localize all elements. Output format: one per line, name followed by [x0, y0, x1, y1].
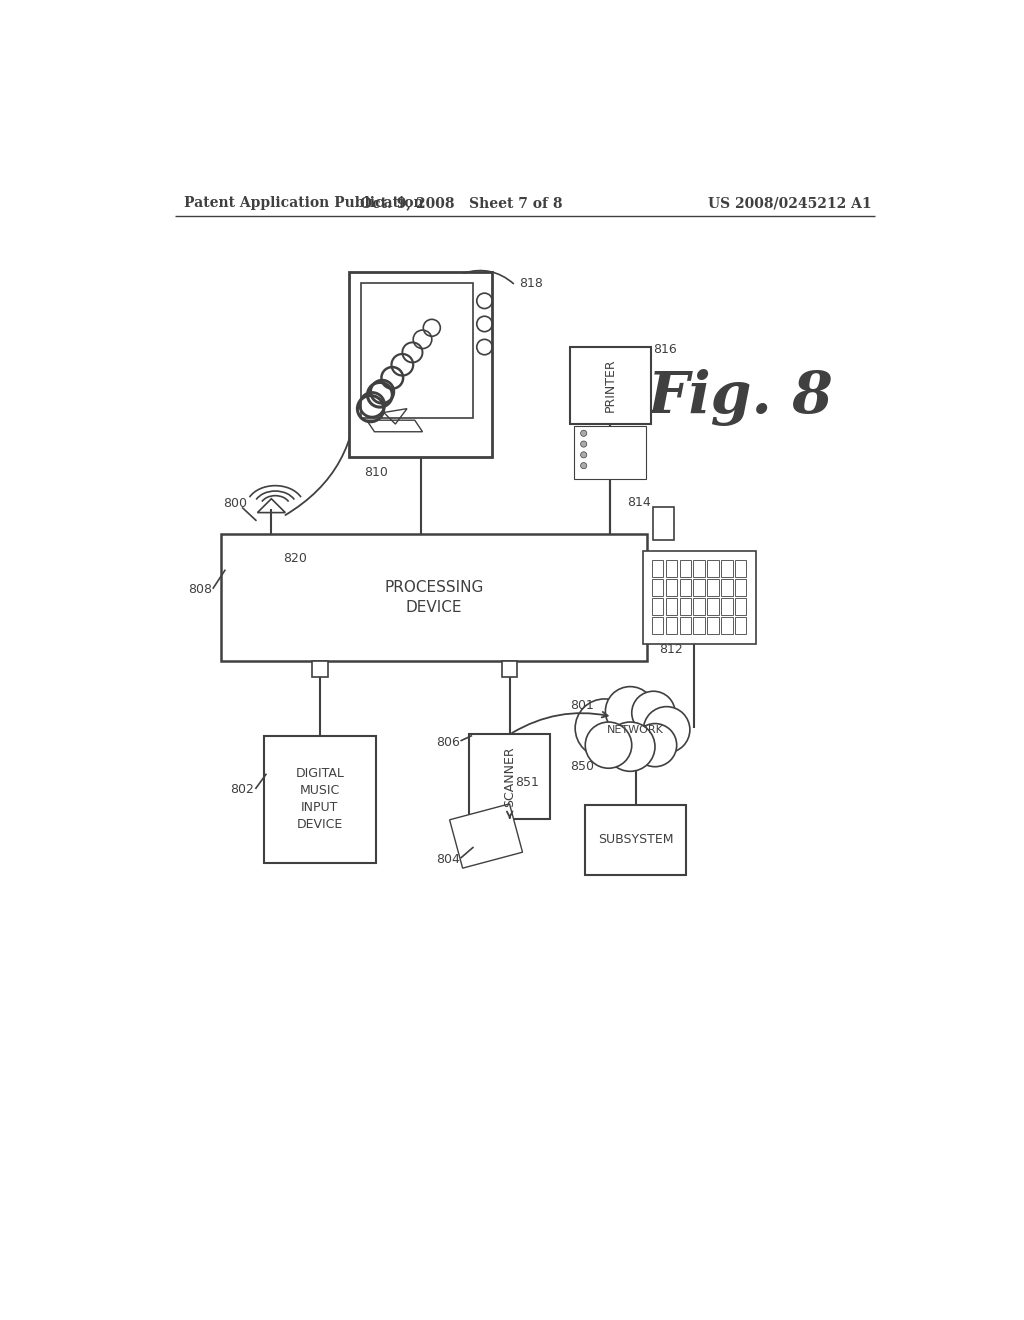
Bar — [652, 598, 664, 615]
Bar — [360, 284, 473, 418]
Bar — [502, 661, 517, 677]
Text: 802: 802 — [230, 783, 254, 796]
Bar — [721, 598, 732, 615]
Circle shape — [632, 692, 675, 734]
Text: NETWORK: NETWORK — [607, 725, 664, 735]
Text: 816: 816 — [653, 343, 677, 356]
Text: 850: 850 — [570, 760, 595, 774]
Text: 804: 804 — [436, 853, 460, 866]
Text: 810: 810 — [365, 466, 388, 479]
Bar — [221, 535, 647, 661]
Bar — [349, 272, 493, 457]
Text: Patent Application Publication: Patent Application Publication — [183, 197, 424, 210]
Bar — [680, 618, 691, 635]
Text: 820: 820 — [283, 552, 307, 565]
Text: PROCESSING
DEVICE: PROCESSING DEVICE — [384, 581, 483, 615]
Circle shape — [586, 722, 632, 768]
Text: SUBSYSTEM: SUBSYSTEM — [598, 833, 674, 846]
Text: 800: 800 — [223, 496, 247, 510]
Bar — [666, 618, 677, 635]
Text: US 2008/0245212 A1: US 2008/0245212 A1 — [709, 197, 872, 210]
Bar — [652, 560, 664, 577]
Circle shape — [581, 451, 587, 458]
Text: 801: 801 — [569, 698, 594, 711]
Bar — [708, 578, 719, 595]
Text: 806: 806 — [436, 735, 460, 748]
Bar — [735, 578, 746, 595]
Circle shape — [633, 723, 677, 767]
Bar — [708, 598, 719, 615]
Bar — [469, 734, 550, 818]
Text: Fig. 8: Fig. 8 — [647, 368, 834, 425]
Bar — [312, 661, 328, 677]
Text: 812: 812 — [658, 643, 682, 656]
Circle shape — [605, 686, 655, 737]
Bar — [574, 425, 646, 479]
Bar — [721, 618, 732, 635]
Text: 808: 808 — [187, 583, 212, 597]
Bar — [643, 552, 756, 644]
Circle shape — [643, 706, 690, 752]
Circle shape — [575, 700, 634, 758]
Bar — [666, 598, 677, 615]
Bar — [680, 578, 691, 595]
Circle shape — [581, 462, 587, 469]
Text: PRINTER: PRINTER — [604, 359, 616, 412]
Text: 818: 818 — [519, 277, 544, 290]
Bar — [652, 507, 675, 540]
Circle shape — [581, 441, 587, 447]
Text: SCANNER: SCANNER — [503, 746, 516, 807]
Bar — [666, 578, 677, 595]
Bar — [721, 560, 732, 577]
Polygon shape — [450, 804, 522, 869]
Bar — [652, 578, 664, 595]
Bar — [666, 560, 677, 577]
Bar — [721, 578, 732, 595]
Circle shape — [581, 430, 587, 437]
Text: 851: 851 — [515, 776, 540, 788]
Bar — [735, 560, 746, 577]
Bar — [735, 598, 746, 615]
Text: Oct. 9, 2008   Sheet 7 of 8: Oct. 9, 2008 Sheet 7 of 8 — [360, 197, 562, 210]
Text: 814: 814 — [628, 496, 651, 510]
Bar — [693, 560, 705, 577]
Bar — [569, 347, 651, 424]
Bar — [693, 598, 705, 615]
Bar — [693, 618, 705, 635]
Text: DIGITAL
MUSIC
INPUT
DEVICE: DIGITAL MUSIC INPUT DEVICE — [295, 767, 344, 832]
Bar — [708, 618, 719, 635]
Bar — [693, 578, 705, 595]
Circle shape — [605, 722, 655, 771]
Bar — [735, 618, 746, 635]
Bar — [263, 737, 376, 863]
Bar — [652, 618, 664, 635]
Bar — [586, 805, 686, 875]
Bar — [680, 598, 691, 615]
Bar — [708, 560, 719, 577]
Bar — [680, 560, 691, 577]
